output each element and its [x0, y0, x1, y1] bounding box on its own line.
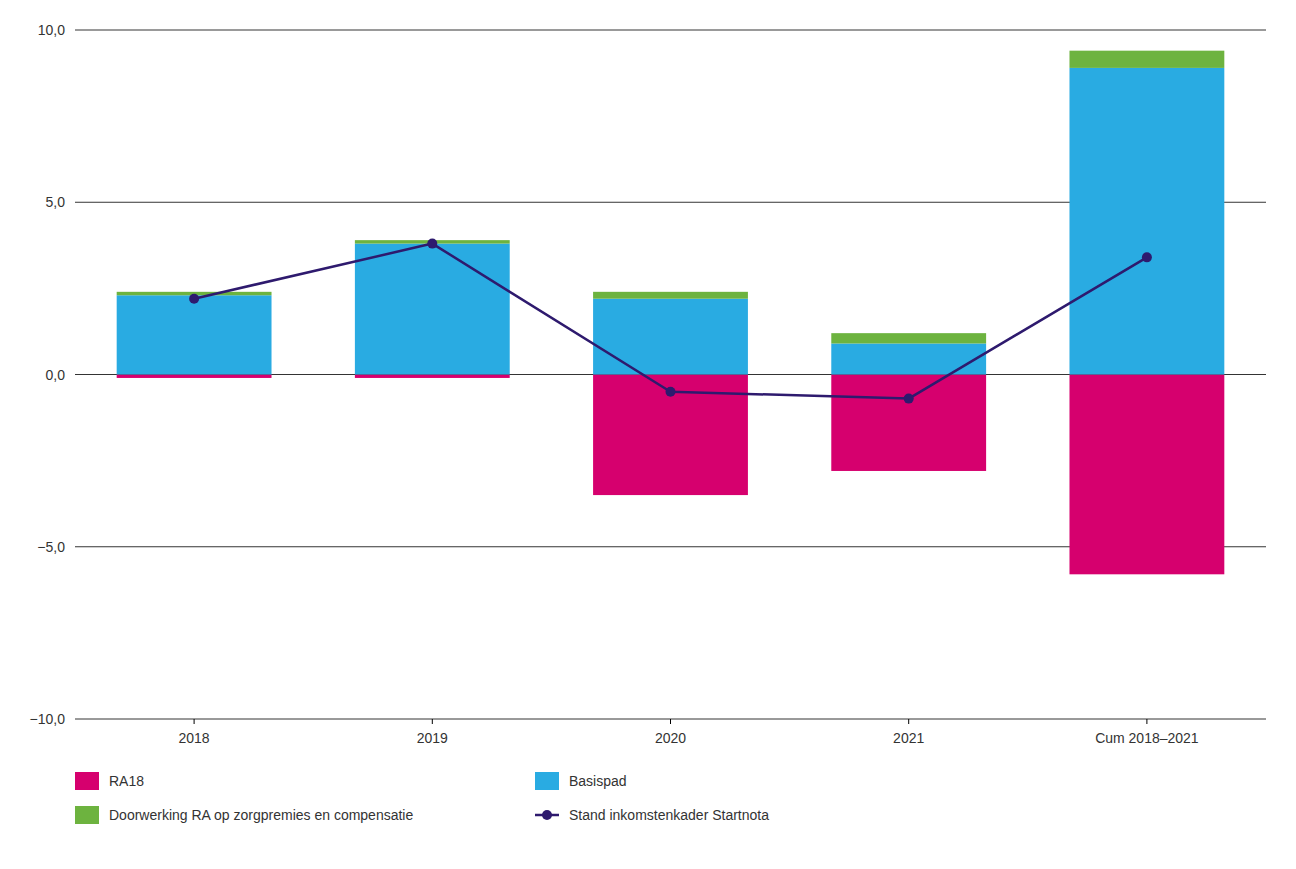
- x-tick: [194, 719, 195, 724]
- legend-label: RA18: [109, 773, 144, 789]
- bar: [117, 375, 272, 378]
- bar: [593, 292, 748, 299]
- y-tick-label: −5,0: [37, 539, 65, 555]
- lines: [189, 239, 1152, 404]
- y-tick-label: 10,0: [38, 22, 65, 38]
- bar: [355, 375, 510, 378]
- x-tick: [1146, 719, 1147, 724]
- line-marker: [1142, 252, 1152, 262]
- x-tick-label: 2018: [179, 730, 210, 746]
- x-tick: [908, 719, 909, 724]
- grid: [75, 30, 1266, 719]
- y-tick-label: 5,0: [46, 194, 66, 210]
- legend-label: Doorwerking RA op zorgpremies en compens…: [109, 807, 413, 823]
- bar: [117, 295, 272, 374]
- y-tick-label: 0,0: [46, 367, 66, 383]
- line-marker: [427, 239, 437, 249]
- legend: RA18 Basispad Doorwerking RA op zorgpremie…: [75, 772, 769, 824]
- grid-line: [75, 30, 1266, 31]
- line-marker: [189, 294, 199, 304]
- x-tick-label: 2020: [655, 730, 686, 746]
- x-tick-label: Cum 2018–2021: [1095, 730, 1199, 746]
- line: [194, 244, 1147, 399]
- bar: [1069, 51, 1224, 68]
- bar: [593, 299, 748, 375]
- background: [0, 0, 1296, 869]
- line-marker: [666, 387, 676, 397]
- legend-swatch-marker: [542, 810, 552, 820]
- legend-swatch: [75, 806, 99, 824]
- chart: −10,0 −5,0 0,0 5,0 10,0 2018 2019 2020 2021 Cum 2…: [0, 0, 1296, 869]
- legend-swatch: [535, 772, 559, 790]
- legend-swatch: [75, 772, 99, 790]
- plot-area: [117, 51, 1225, 575]
- bar: [355, 244, 510, 375]
- x-tick-label: 2021: [893, 730, 924, 746]
- bar: [1069, 375, 1224, 575]
- bar: [831, 343, 986, 374]
- legend-label: Stand inkomstenkader Startnota: [569, 807, 769, 823]
- y-tick-label: −10,0: [30, 711, 66, 727]
- bars: [117, 51, 1225, 575]
- bar: [831, 375, 986, 471]
- x-tick-label: 2019: [417, 730, 448, 746]
- legend-label: Basispad: [569, 773, 627, 789]
- line-marker: [904, 394, 914, 404]
- bar: [831, 333, 986, 343]
- x-tick: [670, 719, 671, 724]
- x-tick: [432, 719, 433, 724]
- bar: [1069, 68, 1224, 375]
